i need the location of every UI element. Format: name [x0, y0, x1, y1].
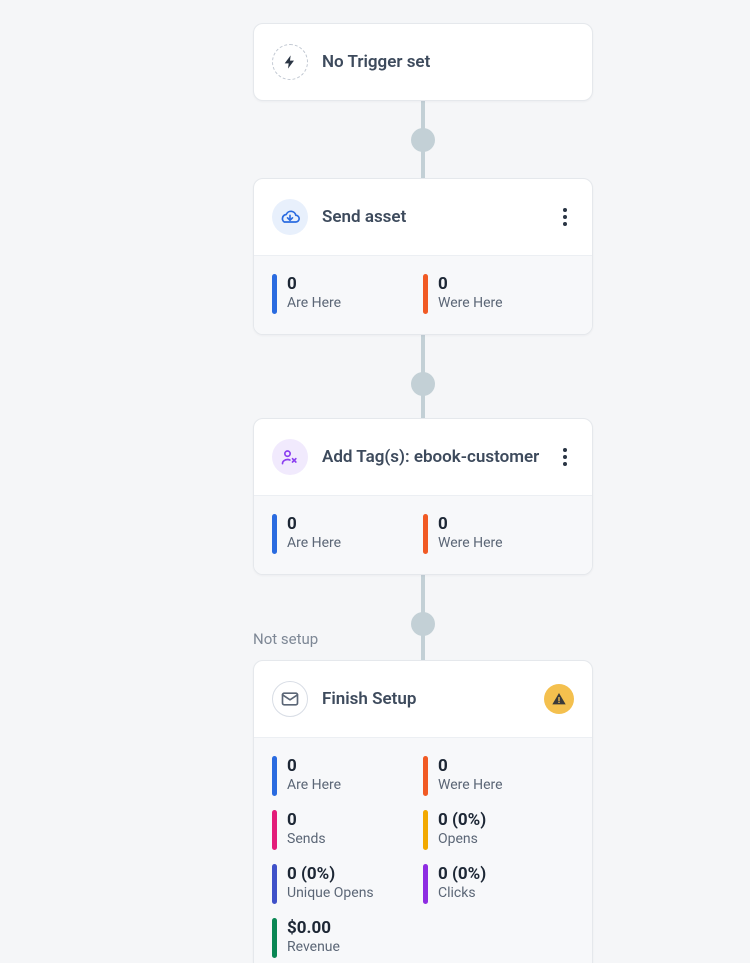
stat-value: 0 [287, 274, 341, 295]
stat-metric: 0Are Here [272, 756, 423, 796]
user-edit-icon [272, 439, 308, 475]
stat-value: 0 (0%) [438, 810, 486, 831]
stat-bar [423, 864, 428, 904]
stat-label: Were Here [438, 777, 503, 795]
stat-bar [423, 274, 428, 314]
add-tag-stats: 0Are Here0Were Here [254, 495, 592, 574]
stat-bar [272, 918, 277, 958]
stat-bar [272, 810, 277, 850]
stat-label: Unique Opens [287, 885, 374, 903]
stat-label: Are Here [287, 295, 341, 313]
stat-value: 0 [438, 514, 503, 535]
more-menu-button[interactable] [556, 448, 574, 466]
stat-value: 0 [287, 514, 341, 535]
automation-canvas: No Trigger set Send asset 0Are Here0Were… [0, 0, 750, 963]
stat-value: 0 [438, 274, 503, 295]
stat-bar [423, 810, 428, 850]
stat-value: 0 (0%) [438, 864, 486, 885]
connector-dot [411, 128, 435, 152]
send-asset-title: Send asset [322, 207, 542, 227]
send-asset-stats: 0Are Here0Were Here [254, 255, 592, 334]
stat-value: 0 [287, 810, 326, 831]
stat-bar [272, 274, 277, 314]
more-menu-button[interactable] [556, 208, 574, 226]
send-asset-card[interactable]: Send asset 0Are Here0Were Here [253, 178, 593, 335]
stat-metric: 0 (0%)Opens [423, 810, 574, 850]
not-setup-label: Not setup [253, 630, 318, 648]
trigger-card[interactable]: No Trigger set [253, 23, 593, 101]
stat-bar [272, 864, 277, 904]
stat-metric: 0Were Here [423, 274, 574, 314]
stat-metric: 0 (0%)Unique Opens [272, 864, 423, 904]
cloud-download-icon [272, 199, 308, 235]
stat-label: Were Here [438, 295, 503, 313]
stat-metric: 0Are Here [272, 274, 423, 314]
bolt-icon [272, 44, 308, 80]
finish-setup-stats: 0Are Here0Were Here0Sends0 (0%)Opens0 (0… [254, 737, 592, 963]
stat-label: Are Here [287, 777, 341, 795]
stat-metric: 0Were Here [423, 756, 574, 796]
stat-value: 0 [287, 756, 341, 777]
add-tag-title: Add Tag(s): ebook-customer [322, 447, 542, 467]
stat-label: Were Here [438, 535, 503, 553]
stat-label: Revenue [287, 939, 340, 957]
stat-bar [423, 756, 428, 796]
warning-icon [544, 684, 574, 714]
stat-metric: 0Are Here [272, 514, 423, 554]
connector-dot [411, 612, 435, 636]
stat-metric: 0Were Here [423, 514, 574, 554]
stat-bar [423, 514, 428, 554]
connector-dot [411, 372, 435, 396]
add-tag-card[interactable]: Add Tag(s): ebook-customer 0Are Here0Wer… [253, 418, 593, 575]
stat-value: $0.00 [287, 918, 340, 939]
stat-label: Sends [287, 831, 326, 849]
stat-metric: 0 (0%)Clicks [423, 864, 574, 904]
stat-bar [272, 514, 277, 554]
stat-bar [272, 756, 277, 796]
stat-label: Clicks [438, 885, 486, 903]
stat-label: Are Here [287, 535, 341, 553]
stat-value: 0 (0%) [287, 864, 374, 885]
stat-value: 0 [438, 756, 503, 777]
finish-setup-card[interactable]: Finish Setup 0Are Here0Were Here0Sends0 … [253, 660, 593, 963]
envelope-icon [272, 681, 308, 717]
stat-label: Opens [438, 831, 486, 849]
finish-setup-title: Finish Setup [322, 689, 530, 709]
trigger-title: No Trigger set [322, 52, 574, 72]
stat-metric: 0Sends [272, 810, 423, 850]
stat-metric: $0.00Revenue [272, 918, 574, 958]
